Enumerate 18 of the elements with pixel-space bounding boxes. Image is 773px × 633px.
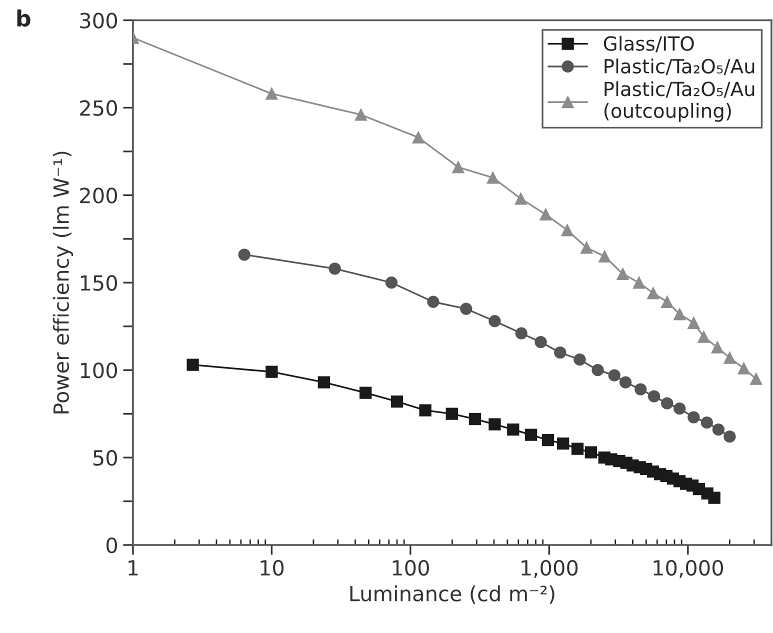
legend-label: Glass/ITO <box>604 36 694 52</box>
text: b <box>17 9 30 27</box>
y-tick-label: 200 <box>80 188 117 204</box>
x-tick-label: 10,000 <box>654 560 723 578</box>
x-tick-label: 1 <box>128 560 138 576</box>
y-axis-title: Power efficiency (lm W⁻¹) <box>52 152 74 414</box>
legend-label: Plastic/Ta₂O₅/Au (outcoupling) <box>604 81 754 122</box>
y-tick-label: 50 <box>93 450 117 466</box>
y-tick-label: 250 <box>80 100 117 116</box>
x-tick-label: 100 <box>392 560 429 576</box>
legend-label: Plastic/Ta₂O₅/Au <box>604 58 754 76</box>
x-tick-label: 10 <box>260 560 284 576</box>
x-axis-title: Luminance (cd m⁻²) <box>350 585 554 604</box>
y-tick-label: 0 <box>106 537 117 554</box>
y-tick-label: 100 <box>80 362 117 378</box>
y-tick-label: 300 <box>80 12 117 28</box>
y-tick-label: 150 <box>80 275 117 291</box>
x-tick-label: 1,000 <box>522 560 578 578</box>
